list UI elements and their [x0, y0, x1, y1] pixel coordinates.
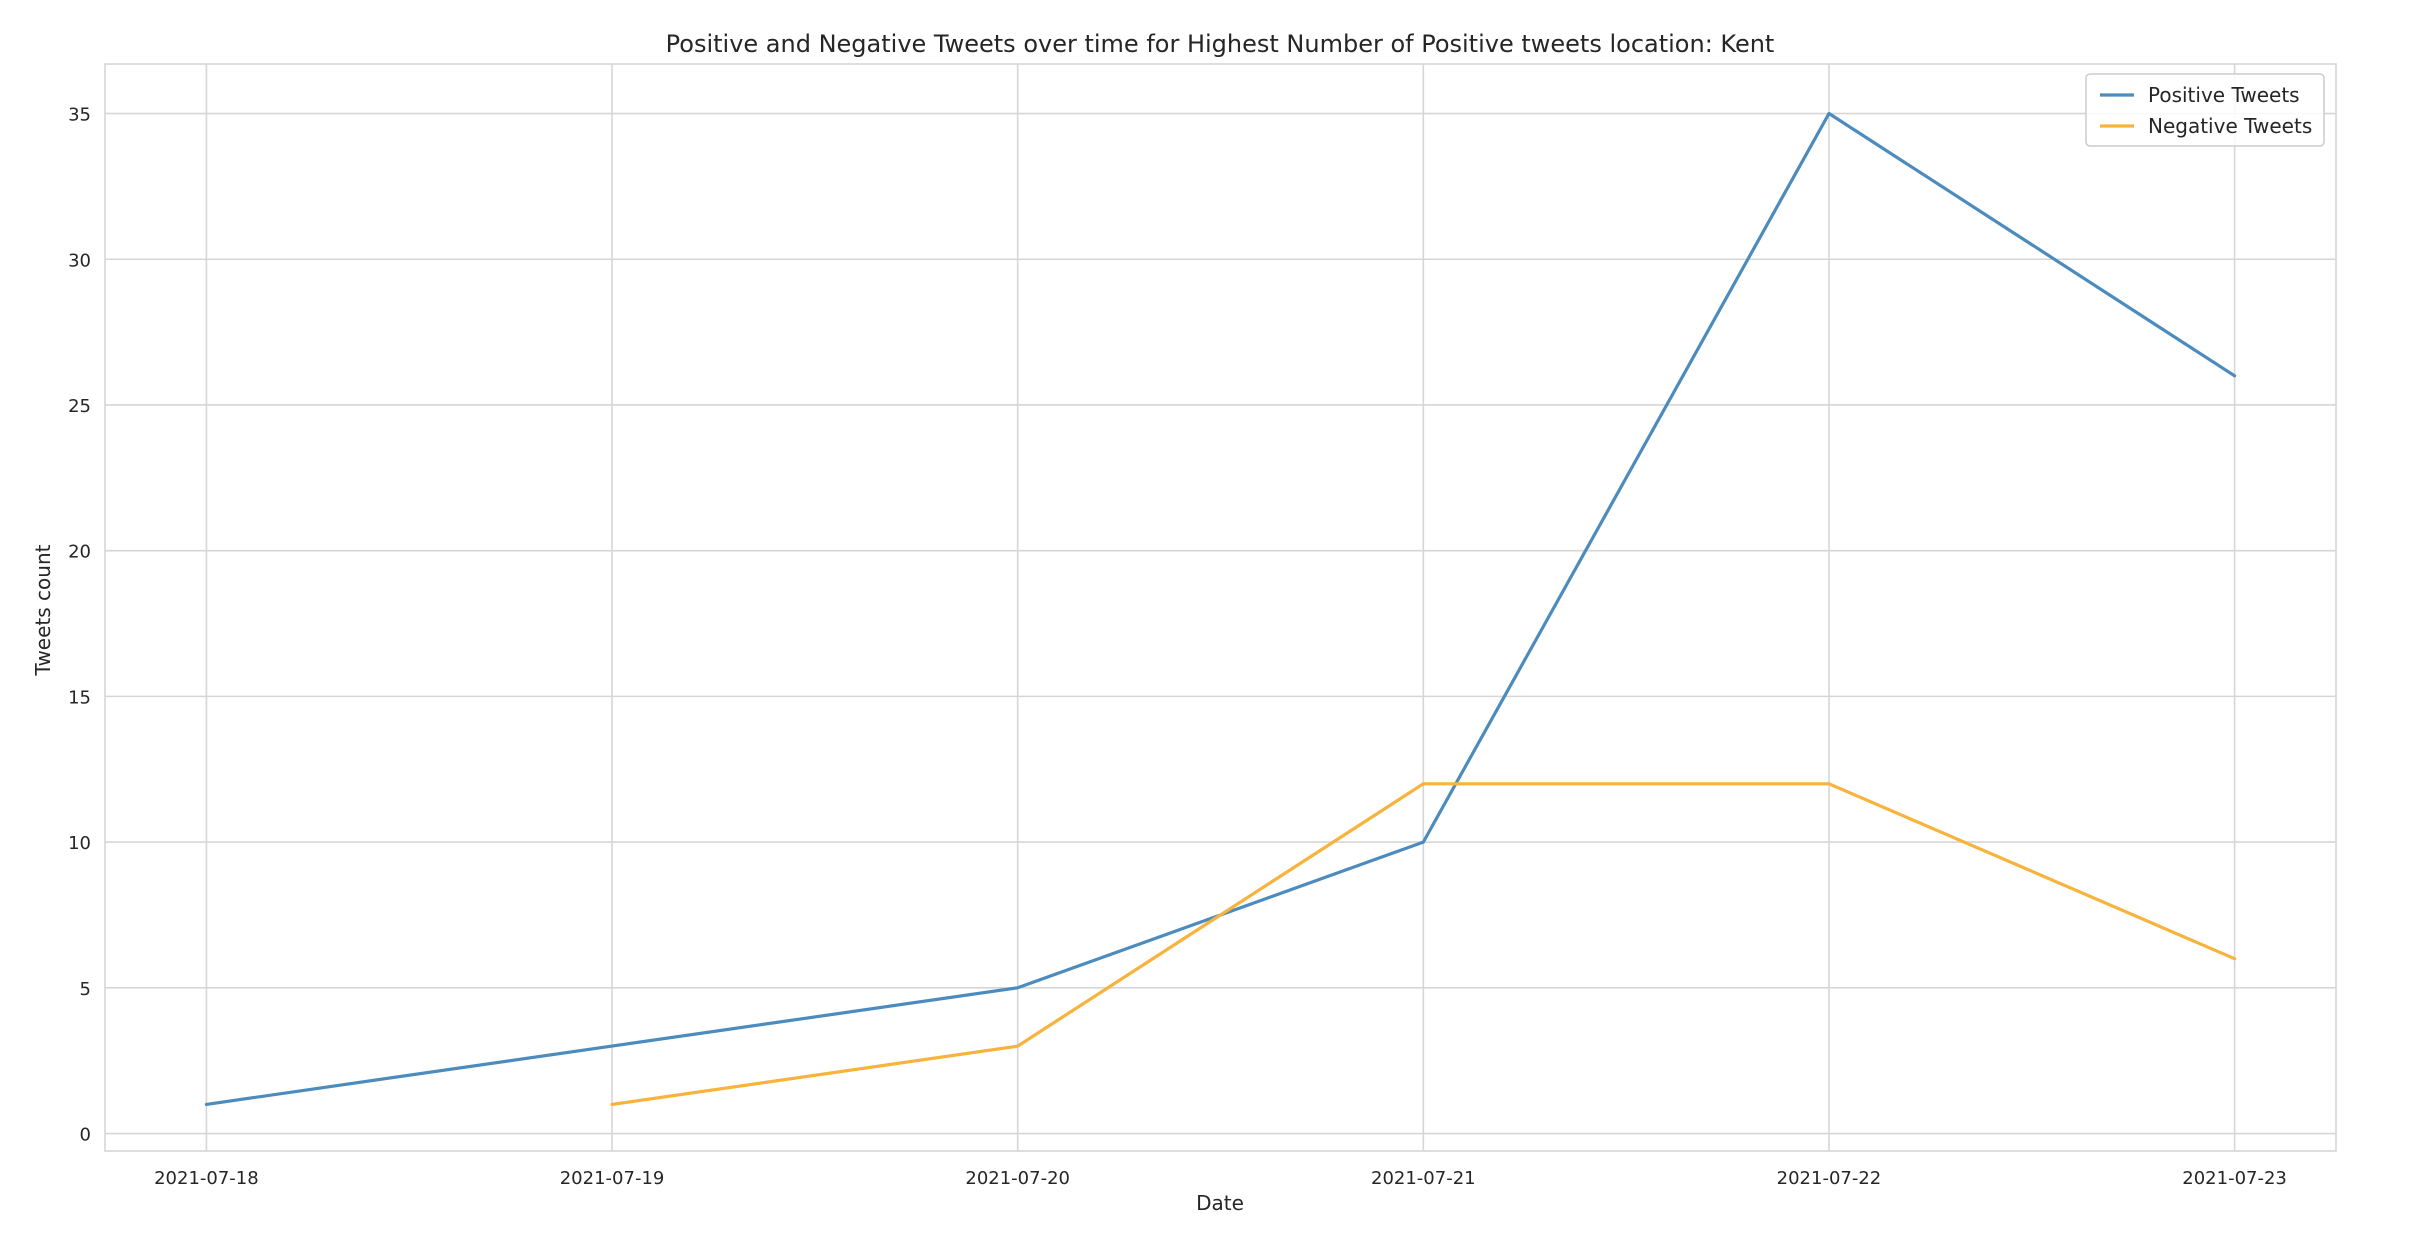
- x-tick-label: 2021-07-20: [965, 1168, 1070, 1189]
- y-tick-label: 15: [68, 687, 91, 708]
- x-tick-label: 2021-07-21: [1371, 1168, 1476, 1189]
- legend-label: Positive Tweets: [2148, 83, 2300, 107]
- series-layer: [204, 111, 2237, 1107]
- y-tick-label: 35: [68, 105, 91, 126]
- legend-box: [2085, 73, 2325, 147]
- y-tick-label: 25: [68, 396, 91, 417]
- x-tick-label: 2021-07-23: [2182, 1168, 2287, 1189]
- series-line-negative-tweets: [610, 782, 2237, 1107]
- y-tick-label: 30: [68, 250, 91, 271]
- x-tick-label: 2021-07-19: [560, 1168, 665, 1189]
- y-tick-labels: 0 5 10 15 20 25 30 35: [68, 105, 91, 1146]
- x-tick-labels: 2021-07-18 2021-07-19 2021-07-20 2021-07-21…: [154, 1168, 2287, 1189]
- legend: Positive Tweets Negative Tweets: [2085, 73, 2325, 147]
- grid: [105, 64, 2336, 1151]
- x-tick-label: 2021-07-22: [1777, 1168, 1882, 1189]
- y-tick-label: 10: [68, 833, 91, 854]
- plot-frame: [104, 63, 2337, 1152]
- x-tick-label: 2021-07-18: [154, 1168, 259, 1189]
- y-tick-label: 5: [80, 979, 91, 1000]
- y-tick-label: 0: [80, 1125, 91, 1146]
- legend-label: Negative Tweets: [2148, 114, 2312, 138]
- x-axis-label: Date: [1196, 1191, 1244, 1215]
- chart-title: Positive and Negative Tweets over time f…: [666, 30, 1775, 58]
- y-tick-label: 20: [68, 542, 91, 563]
- y-axis-label: Tweets count: [31, 544, 55, 676]
